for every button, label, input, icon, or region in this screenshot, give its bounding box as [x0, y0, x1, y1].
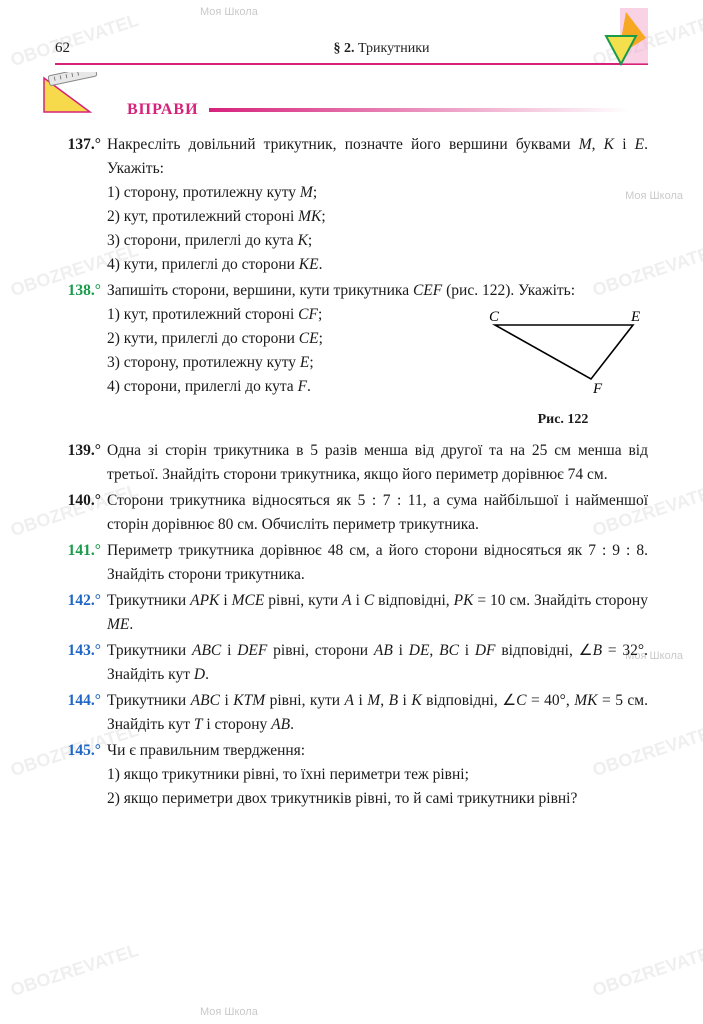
problem-body: Запишіть сторони, вершини, кути трикутни… — [107, 279, 648, 437]
problem-text: Накресліть довільний трикутник, позначте… — [107, 136, 648, 177]
problem-number: 138.° — [55, 279, 107, 437]
watermark-small: Моя Школа — [200, 1006, 258, 1018]
problem-145: 145.° Чи є правильним твердження: 1) якщ… — [55, 739, 648, 811]
problem-body: Трикутники APK і MCE рівні, кути A і C в… — [107, 589, 648, 637]
problem-number: 140.° — [55, 489, 107, 537]
problem-sub: 1) сторону, протилежну куту M; — [107, 181, 648, 205]
header-divider — [55, 63, 648, 65]
problem-number: 141.° — [55, 539, 107, 587]
problem-body: Периметр трикутника дорівнює 48 см, а йо… — [107, 539, 648, 587]
problem-text: Трикутники ABC і DEF рівні, сторони AB і… — [107, 642, 648, 683]
figure-122: C E F Рис. 122 — [478, 307, 648, 431]
watermark-brand: OBOZREVATEL — [8, 940, 141, 1001]
ruler-triangle-icon — [40, 72, 100, 120]
problem-139: 139.° Одна зі сторін трикутника в 5 разі… — [55, 439, 648, 487]
problem-137: 137.° Накресліть довільний трикутник, по… — [55, 133, 648, 277]
problem-body: Трикутники ABC і KTM рівні, кути A і M, … — [107, 689, 648, 737]
problem-body: Чи є правильним твердження: 1) якщо трик… — [107, 739, 648, 811]
problem-number: 139.° — [55, 439, 107, 487]
problem-number: 137.° — [55, 133, 107, 277]
corner-triangles-icon — [588, 8, 648, 68]
triangle-cef-icon: C E F — [483, 307, 643, 397]
vertex-label: C — [489, 309, 500, 325]
vertex-label: E — [630, 309, 640, 325]
problem-144: 144.° Трикутники ABC і KTM рівні, кути A… — [55, 689, 648, 737]
problem-140: 140.° Сторони трикутника відносяться як … — [55, 489, 648, 537]
problem-141: 141.° Периметр трикутника дорівнює 48 см… — [55, 539, 648, 587]
problem-sub: 4) кути, прилеглі до сторони KE. — [107, 253, 648, 277]
problem-138: 138.° Запишіть сторони, вершини, кути тр… — [55, 279, 648, 437]
problem-text: Трикутники ABC і KTM рівні, кути A і M, … — [107, 692, 648, 733]
problem-text: Запишіть сторони, вершини, кути трикутни… — [107, 282, 575, 299]
section-title: Трикутники — [358, 41, 430, 56]
heading-gradient-line — [209, 106, 629, 114]
exercises-heading: ВПРАВИ — [127, 101, 199, 119]
problem-number: 144.° — [55, 689, 107, 737]
problem-number: 143.° — [55, 639, 107, 687]
figure-caption: Рис. 122 — [478, 409, 648, 431]
problem-sub: 2) якщо периметри двох трикутників рівні… — [107, 787, 648, 811]
section-header: § 2. Трикутники — [115, 41, 648, 57]
problem-body: Одна зі сторін трикутника в 5 разів менш… — [107, 439, 648, 487]
page-header: 62 § 2. Трикутники — [55, 40, 648, 57]
vertex-label: F — [592, 381, 603, 397]
problems-list: 137.° Накресліть довільний трикутник, по… — [55, 133, 648, 811]
problem-142: 142.° Трикутники APK і MCE рівні, кути A… — [55, 589, 648, 637]
problem-text: Одна зі сторін трикутника в 5 разів менш… — [107, 442, 648, 483]
section-label: § 2. — [333, 41, 354, 56]
problem-text: Периметр трикутника дорівнює 48 см, а йо… — [107, 542, 648, 583]
problem-body: Трикутники ABC і DEF рівні, сторони AB і… — [107, 639, 648, 687]
problem-143: 143.° Трикутники ABC і DEF рівні, сторон… — [55, 639, 648, 687]
page-number: 62 — [55, 40, 115, 57]
problem-sub: 1) якщо трикутники рівні, то їхні периме… — [107, 763, 648, 787]
problem-text: Трикутники APK і MCE рівні, кути A і C в… — [107, 592, 648, 633]
problem-text: Сторони трикутника відносяться як 5 : 7 … — [107, 492, 648, 533]
problem-body: Сторони трикутника відносяться як 5 : 7 … — [107, 489, 648, 537]
problem-number: 142.° — [55, 589, 107, 637]
problem-number: 145.° — [55, 739, 107, 811]
problem-sub: 3) сторони, прилеглі до кута K; — [107, 229, 648, 253]
problem-text: Чи є правильним твердження: — [107, 742, 305, 759]
problem-sub: 2) кут, протилежний стороні MK; — [107, 205, 648, 229]
watermark-brand: OBOZREVATEL — [590, 940, 703, 1001]
page-content: 62 § 2. Трикутники ВПРАВИ — [0, 0, 703, 843]
problem-body: Накресліть довільний трикутник, позначте… — [107, 133, 648, 277]
